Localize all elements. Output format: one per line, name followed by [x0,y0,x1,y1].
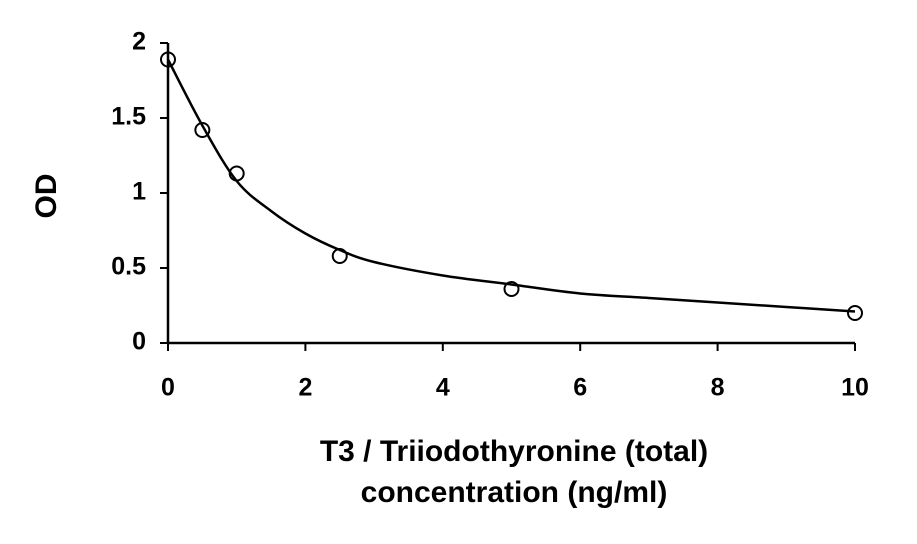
x-tick-label: 0 [161,374,175,402]
y-tick-label: 1.5 [111,103,146,131]
data-point [160,51,176,68]
y-tick-label: 2 [132,28,146,56]
x-axis-title: concentration (ng/ml) [361,476,668,509]
x-tick-label: 4 [436,374,450,402]
x-axis-title: T3 / Triiodothyronine (total) [320,435,708,468]
x-tick-label: 2 [298,374,312,402]
data-point [847,305,863,321]
x-tick-label: 10 [841,374,869,402]
y-tick-label: 0.5 [111,253,146,281]
y-tick-label: 0 [132,328,146,356]
data-point [503,281,520,297]
y-tick-label: 1 [132,178,146,206]
y-axis-title: OD [30,174,63,219]
x-tick-label: 6 [573,374,587,402]
fit-curve [166,58,856,313]
data-point [331,248,348,264]
x-tick-label: 8 [711,374,725,402]
data-point [228,165,245,182]
data-point [194,122,211,138]
